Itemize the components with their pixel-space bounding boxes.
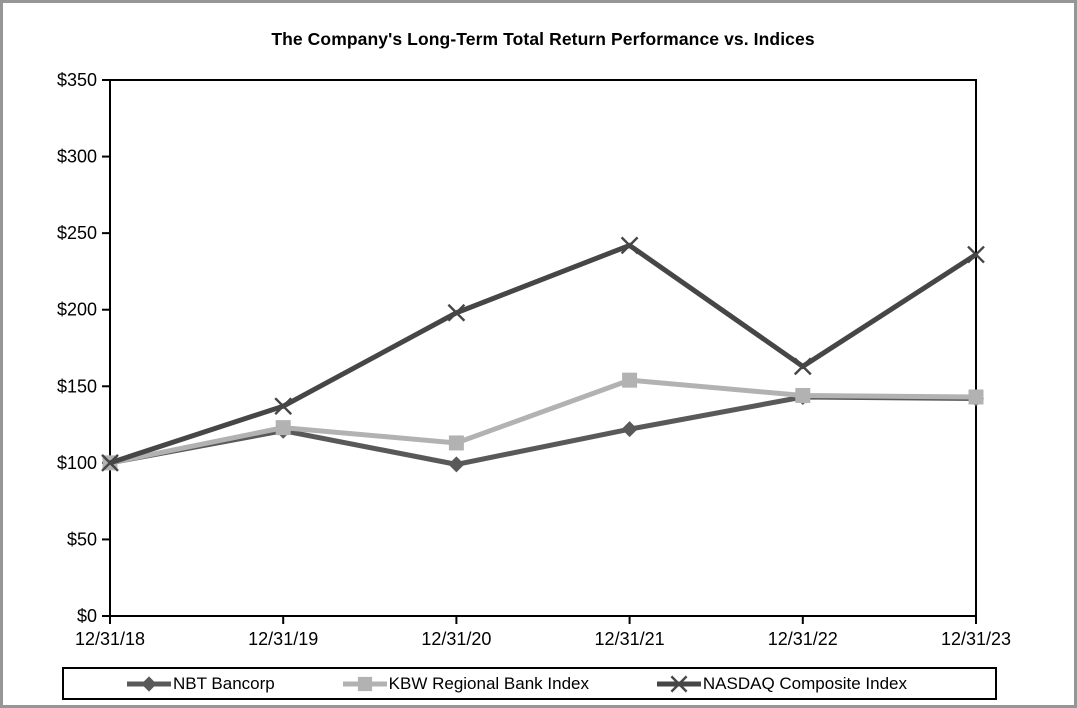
- plot-area: $0 $50 $100 $150 $200 $250 $300 $350 12/31/18 12/…: [57, 70, 1011, 649]
- series-line-kbw-regional-bank-index: [109, 377, 977, 466]
- x-axis-tick-label: 12/31/21: [595, 629, 665, 649]
- data-point-x: [101, 454, 119, 472]
- series-line-nbt-bancorp: [109, 394, 977, 467]
- data-point-square: [622, 372, 638, 388]
- data-point-x: [447, 303, 466, 322]
- data-point-diamond: [621, 421, 638, 438]
- data-point-x: [670, 675, 688, 692]
- y-axis-tick-label: $0: [77, 606, 97, 626]
- data-point-diamond: [448, 456, 465, 473]
- x-axis-tick-label: 12/31/19: [248, 629, 318, 649]
- x-axis-tick-label: 12/31/20: [421, 629, 491, 649]
- y-axis-tick-label: $350: [57, 70, 97, 90]
- data-point-diamond: [141, 675, 157, 692]
- y-axis-tick-label: $150: [57, 376, 97, 396]
- legend-item-nasdaq-composite-index: NASDAQ Composite Index: [656, 674, 907, 694]
- x-axis-tick-label: 12/31/18: [75, 629, 145, 649]
- line-x-marker-icon: [656, 675, 701, 692]
- data-point-square: [357, 676, 372, 691]
- x-axis-tick-label: 12/31/22: [768, 629, 838, 649]
- legend-label: NBT Bancorp: [173, 673, 275, 693]
- data-point-square: [275, 420, 291, 436]
- data-point-x: [274, 397, 293, 416]
- data-point-x: [967, 245, 985, 264]
- line-diamond-marker-icon: [127, 675, 171, 692]
- line-square-marker-icon: [342, 676, 387, 691]
- legend-label: KBW Regional Bank Index: [388, 673, 589, 693]
- data-point-x: [620, 236, 639, 255]
- y-axis-tick-label: $50: [67, 529, 97, 549]
- legend-item-kbw-regional-bank-index: KBW Regional Bank Index: [342, 674, 589, 694]
- y-axis-tick-label: $250: [57, 223, 97, 243]
- data-point-square: [448, 435, 464, 451]
- data-point-square: [968, 389, 984, 405]
- x-axis-tick-label: 12/31/23: [941, 629, 1011, 649]
- y-axis-tick-label: $100: [57, 453, 97, 473]
- legend-label: NASDAQ Composite Index: [702, 673, 907, 693]
- data-point-x: [793, 357, 812, 376]
- data-point-square: [795, 387, 811, 403]
- y-axis-tick-label: $200: [57, 300, 97, 320]
- series-line-nasdaq-composite-index: [109, 242, 978, 466]
- y-axis-tick-label: $300: [57, 147, 97, 167]
- legend-item-nbt-bancorp: NBT Bancorp: [126, 674, 275, 694]
- plot-border: [109, 79, 977, 617]
- chart-legend: NBT Bancorp KBW Regional Bank Index NASD…: [62, 667, 997, 700]
- chart-title: The Company's Long-Term Total Return Per…: [271, 29, 815, 49]
